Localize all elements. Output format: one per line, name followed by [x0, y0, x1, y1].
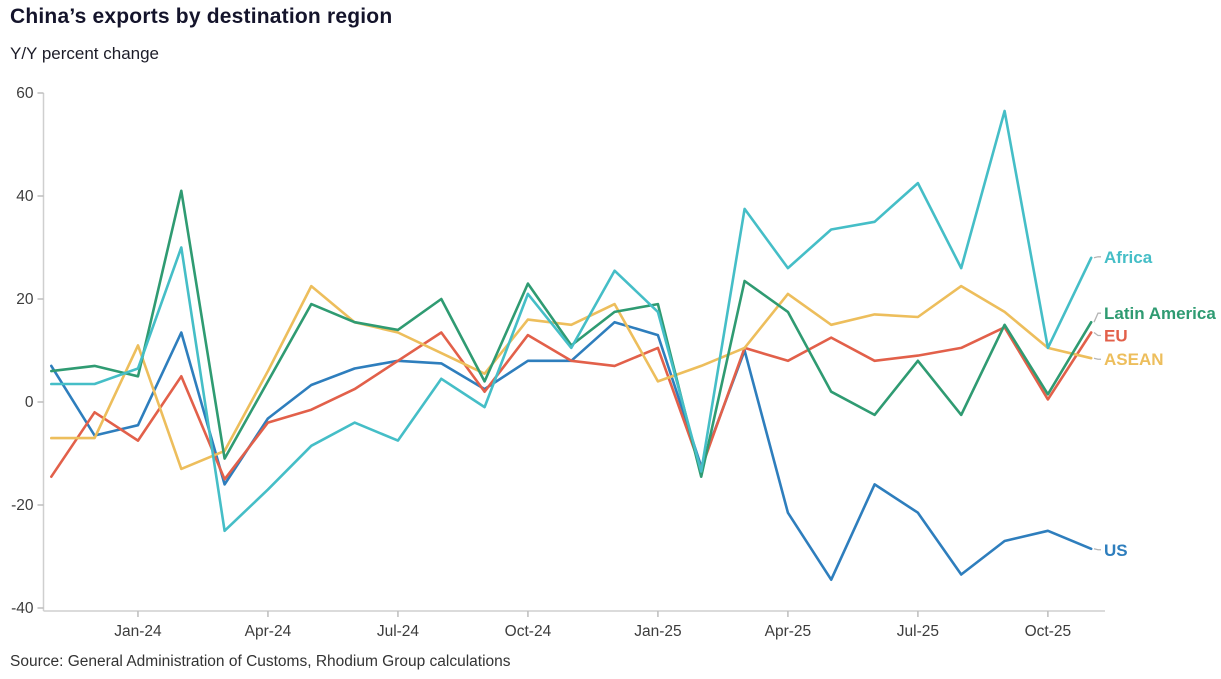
series-label-africa: Africa: [1104, 248, 1153, 267]
label-connector-asean: [1093, 357, 1101, 360]
y-tick-label: 20: [16, 291, 34, 308]
y-tick-label: -40: [11, 600, 34, 617]
x-tick-label: Oct-25: [1025, 623, 1072, 640]
chart-subtitle: Y/Y percent change: [10, 44, 160, 63]
source-note: Source: General Administration of Custom…: [10, 653, 511, 670]
label-connector-latin-america: [1093, 312, 1101, 323]
series-label-us: US: [1104, 541, 1128, 560]
series-label-latin-america: Latin America: [1104, 304, 1216, 323]
x-tick-label: Apr-25: [765, 623, 812, 640]
x-tick-label: Jul-25: [897, 623, 939, 640]
x-tick-label: Apr-24: [245, 623, 292, 640]
series-line-africa: [49, 109, 1093, 533]
chart-title: China’s exports by destination region: [10, 5, 393, 28]
label-connector-eu: [1093, 331, 1101, 337]
x-tick-label: Oct-24: [505, 623, 552, 640]
series-line-eu: [49, 325, 1093, 481]
y-tick-label: 40: [16, 188, 34, 205]
y-tick-label: 0: [25, 394, 34, 411]
label-connector-us: [1093, 548, 1101, 551]
series-label-asean: ASEAN: [1104, 350, 1164, 369]
series-line-latin-america: [49, 189, 1093, 479]
x-tick-label: Jan-25: [634, 623, 681, 640]
x-tick-label: Jul-24: [377, 623, 420, 640]
y-tick-label: 60: [16, 85, 34, 102]
series-line-asean: [49, 284, 1093, 471]
label-connector-africa: [1093, 256, 1101, 259]
x-tick-label: Jan-24: [114, 623, 162, 640]
y-tick-label: -20: [11, 497, 34, 514]
series-label-eu: EU: [1104, 326, 1128, 345]
